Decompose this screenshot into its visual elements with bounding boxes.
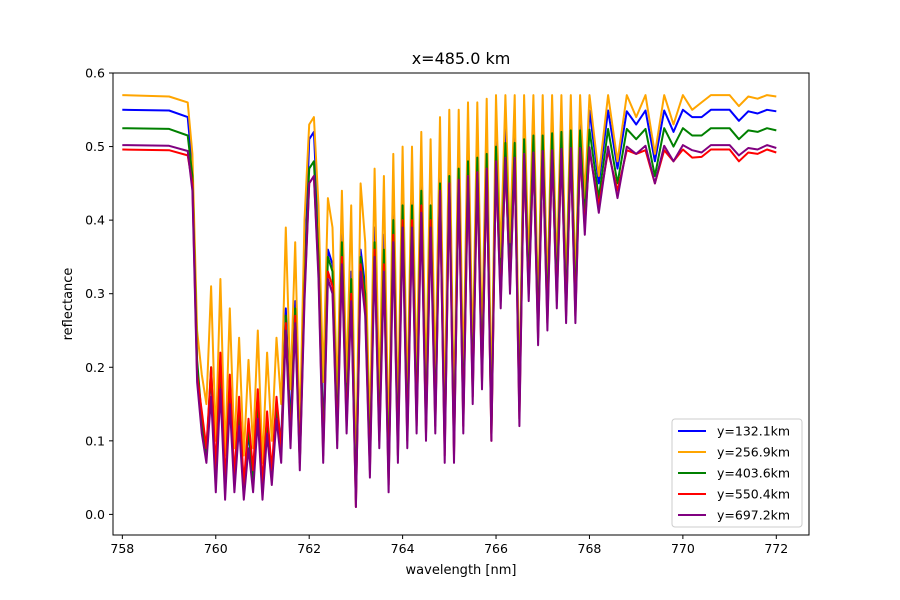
legend-label-3: y=403.6km xyxy=(717,466,790,481)
y-tick-label: 0.5 xyxy=(85,139,105,154)
legend: y=132.1km y=256.9km y=403.6km y=550.4km y=69… xyxy=(671,418,803,528)
x-tick-label: 768 xyxy=(578,541,602,556)
x-tick-label: 770 xyxy=(671,541,695,556)
chart-title: x=485.0 km xyxy=(412,49,511,68)
series-group xyxy=(122,94,777,508)
y-tick-label: 0.4 xyxy=(85,213,105,228)
legend-label-2: y=256.9km xyxy=(717,445,790,460)
x-axis-label: wavelength [nm] xyxy=(406,563,517,578)
x-tick-label: 772 xyxy=(764,541,788,556)
legend-label-5: y=697.2km xyxy=(717,508,790,523)
x-tick-label: 758 xyxy=(110,541,134,556)
x-axis: 758 760 762 764 766 768 770 772 xyxy=(110,535,788,556)
y-tick-label: 0.0 xyxy=(85,507,105,522)
x-tick-label: 760 xyxy=(204,541,228,556)
y-axis-label: reflectance xyxy=(61,268,76,341)
y-tick-label: 0.6 xyxy=(85,66,105,81)
x-tick-label: 762 xyxy=(297,541,321,556)
legend-label-1: y=132.1km xyxy=(717,424,790,439)
x-tick-label: 764 xyxy=(391,541,415,556)
series-line-5 xyxy=(122,144,777,508)
y-axis: 0.0 0.1 0.2 0.3 0.4 0.5 0.6 xyxy=(85,66,113,522)
y-tick-label: 0.2 xyxy=(85,360,105,375)
legend-box xyxy=(671,418,803,528)
y-tick-label: 0.3 xyxy=(85,286,105,301)
y-tick-label: 0.1 xyxy=(85,433,105,448)
plot-area-frame xyxy=(112,72,810,536)
legend-label-4: y=550.4km xyxy=(717,487,790,502)
x-tick-label: 766 xyxy=(484,541,508,556)
series-line-2 xyxy=(122,94,777,479)
